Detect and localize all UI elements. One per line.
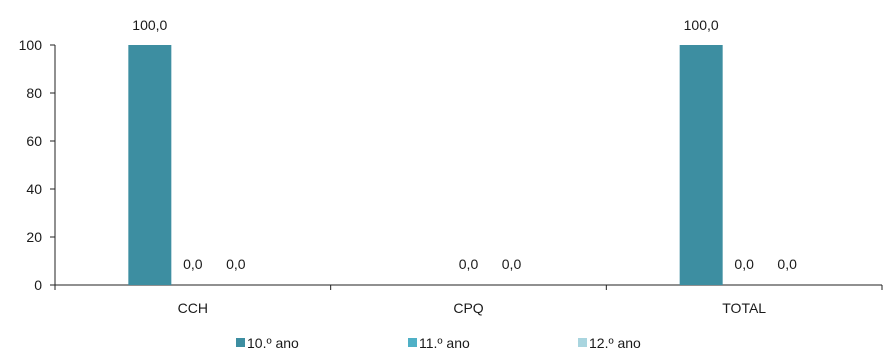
- legend: 10.º ano 11.º ano 12.º ano: [236, 335, 641, 351]
- data-labels: 100,0 0,0 0,0 0,0 0,0 100,0 0,0 0,0: [132, 17, 797, 272]
- x-tick-label: TOTAL: [722, 300, 766, 316]
- x-tick-label: CPQ: [453, 300, 483, 316]
- y-tick-label: 60: [26, 133, 42, 149]
- legend-swatch: [578, 338, 587, 347]
- axes: 0 20 40 60 80 100 CCH CPQ TOTAL: [19, 37, 883, 316]
- y-tick-label: 20: [26, 229, 42, 245]
- data-label: 0,0: [226, 256, 246, 272]
- legend-label: 12.º ano: [589, 335, 641, 351]
- data-label: 0,0: [502, 256, 522, 272]
- bars: [128, 45, 723, 285]
- y-tick-label: 0: [34, 277, 42, 293]
- legend-label: 11.º ano: [419, 335, 470, 351]
- bar-10-ano-cch: [128, 45, 172, 285]
- bar-10-ano-total: [679, 45, 723, 285]
- data-label: 0,0: [734, 256, 754, 272]
- x-tick-label: CCH: [178, 300, 208, 316]
- data-label: 100,0: [684, 17, 719, 33]
- y-tick-label: 80: [26, 85, 42, 101]
- data-label: 0,0: [459, 256, 479, 272]
- y-tick-label: 100: [19, 37, 43, 53]
- legend-swatch: [408, 338, 417, 347]
- data-label: 100,0: [132, 17, 167, 33]
- data-label: 0,0: [183, 256, 203, 272]
- data-label: 0,0: [777, 256, 797, 272]
- legend-label: 10.º ano: [247, 335, 299, 351]
- y-tick-label: 40: [26, 181, 42, 197]
- legend-swatch: [236, 338, 245, 347]
